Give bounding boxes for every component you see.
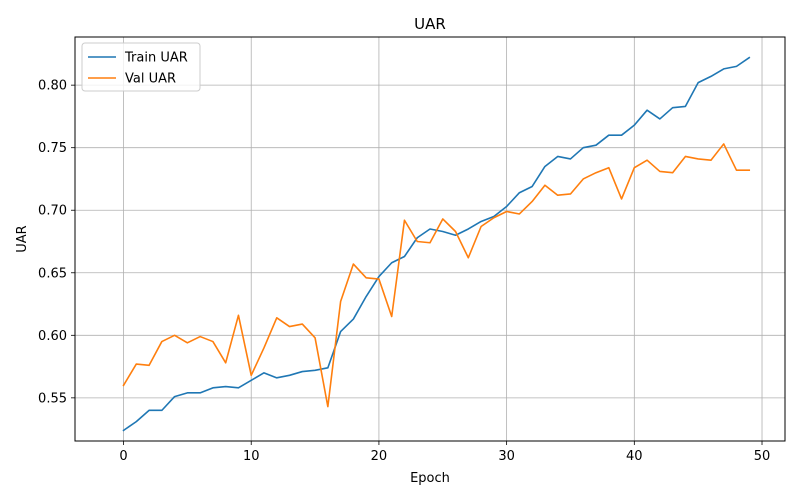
x-tick-label: 0 — [119, 449, 127, 464]
series-lines — [122, 56, 751, 432]
x-tick-label: 50 — [754, 449, 771, 464]
x-tick-label: 20 — [371, 449, 388, 464]
legend-label-val: Val UAR — [125, 72, 176, 87]
y-tick-label: 0.70 — [38, 204, 67, 219]
chart-title: UAR — [414, 15, 446, 33]
y-tick-label: 0.80 — [38, 79, 67, 94]
plot-frame — [74, 36, 786, 442]
legend-box — [81, 42, 201, 92]
x-tick-label: 10 — [243, 449, 260, 464]
y-tick-label: 0.60 — [38, 329, 67, 344]
y-tick-label: 0.65 — [38, 266, 67, 281]
y-tick-label: 0.55 — [38, 391, 67, 406]
y-tick-label: 0.75 — [38, 141, 67, 156]
x-tick-label: 30 — [498, 449, 515, 464]
legend: Train UAR Val UAR — [81, 42, 201, 92]
axis-ticks: 0 10 20 30 40 50 0.55 0.60 0.65 0.70 0.75 0.80 — [38, 79, 770, 464]
grid-lines — [75, 37, 785, 441]
y-axis-title: UAR — [15, 225, 30, 252]
legend-label-train: Train UAR — [124, 51, 188, 66]
x-tick-label: 40 — [626, 449, 643, 464]
series-line-val — [122, 143, 751, 408]
x-axis-title: Epoch — [410, 471, 450, 486]
